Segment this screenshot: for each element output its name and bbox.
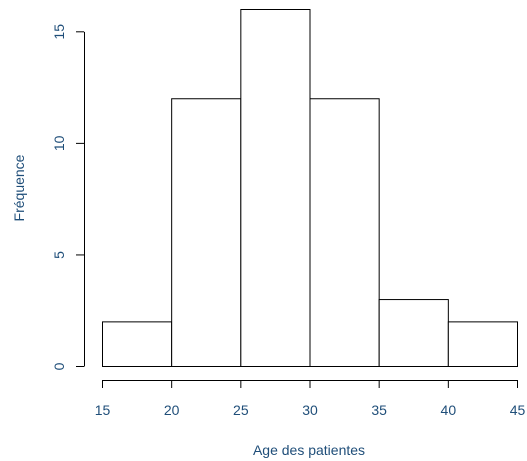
x-tick-label: 35 — [371, 402, 387, 418]
bar-30-35 — [309, 98, 380, 367]
x-tick-label: 40 — [441, 402, 457, 418]
x-tick-label: 15 — [95, 402, 111, 418]
x-tick-label: 30 — [302, 402, 318, 418]
bar-35-40 — [378, 299, 449, 367]
y-tick-label: 0 — [51, 362, 67, 370]
y-tick-label: 5 — [51, 251, 67, 259]
y-tick-label: 15 — [51, 24, 67, 40]
y-axis: 0 5 10 15 — [51, 24, 85, 370]
y-axis-label: Fréquence — [11, 154, 27, 221]
bar-25-30 — [240, 9, 311, 367]
bars-group — [102, 9, 519, 367]
x-axis: 15 20 25 30 35 40 45 — [95, 380, 526, 418]
y-tick-label: 10 — [51, 135, 67, 151]
bar-20-25 — [171, 98, 242, 367]
x-tick-label: 20 — [164, 402, 180, 418]
bar-40-45 — [447, 321, 519, 367]
x-axis-label: Age des patientes — [253, 442, 365, 458]
x-tick-label: 45 — [510, 402, 526, 418]
x-tick-label: 25 — [233, 402, 249, 418]
bar-15-20 — [102, 321, 173, 367]
